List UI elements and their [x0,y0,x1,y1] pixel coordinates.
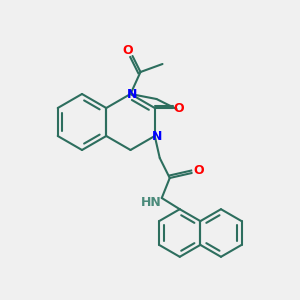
Text: O: O [122,44,133,56]
Text: N: N [127,88,138,100]
Text: N: N [152,130,162,143]
Text: O: O [173,101,184,115]
Text: HN: HN [141,196,162,208]
Text: O: O [194,164,204,178]
